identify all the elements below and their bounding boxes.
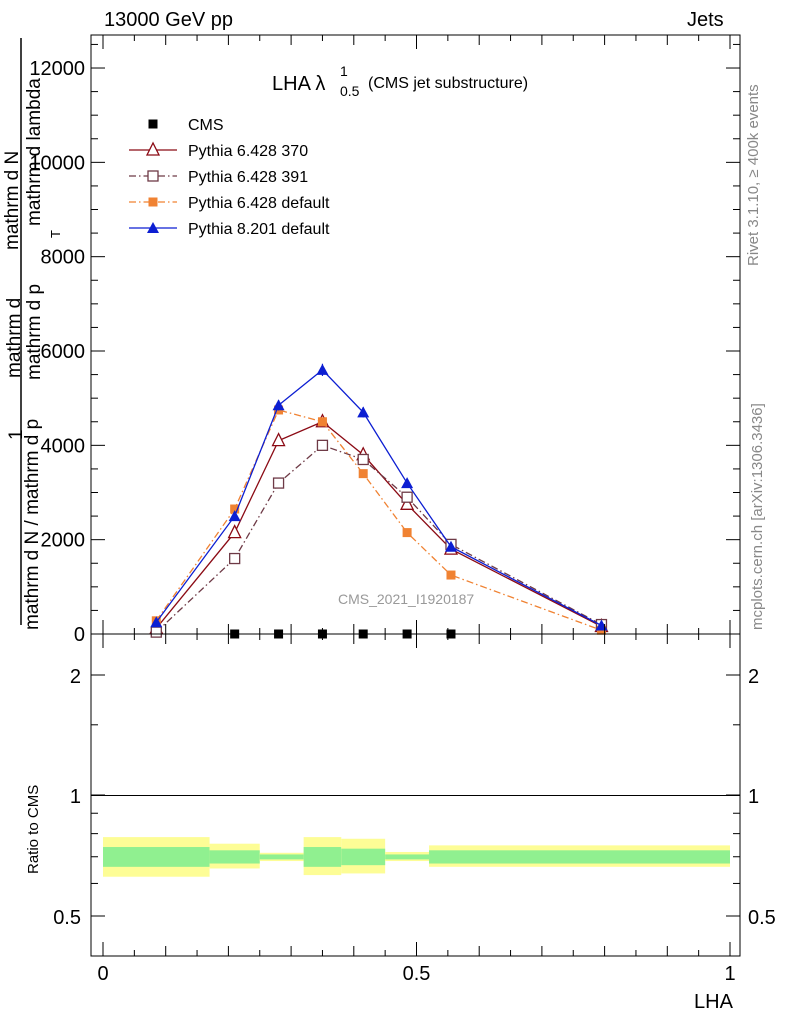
ratio-stat-band-2 [259,854,304,860]
ratio-stat-band-1 [209,850,260,864]
y-tick-label-1: 2000 [41,530,86,552]
data-point [316,439,329,451]
data-point [401,491,413,503]
data-point [400,495,415,510]
ratio-y-tick-label-right-0: 0.5 [748,907,776,929]
y-label-denominator: mathrm d p [24,284,45,380]
ratio-y-tick-label-0: 0.5 [53,907,81,929]
data-point [227,524,242,539]
legend-item-0: CMS [148,117,224,134]
legend-marker [148,119,158,129]
legend-item-1: Pythia 6.428 370 [129,141,308,160]
process-label: Jets [687,9,724,31]
chart-title-sup: 1 [340,63,348,79]
data-point [357,406,370,418]
y-label-lambda: mathrm d lambda [24,78,45,226]
ratio-y-tick-label-right-1: 1 [748,786,759,808]
data-point [316,363,329,375]
y-tick-label-6: 12000 [29,58,85,80]
legend-label: Pythia 6.428 370 [188,143,308,160]
y-tick-label-3: 6000 [41,341,86,363]
y-label-dN: mathrm d N [2,151,23,250]
series-line-4 [155,368,602,627]
energy-label: 13000 GeV pp [104,9,233,31]
data-point [401,477,414,489]
legend-item-4: Pythia 8.201 default [129,221,330,238]
data-point [272,399,285,411]
series-line-3 [155,409,602,631]
y-tick-label-2: 4000 [41,435,86,457]
legend-label: Pythia 8.201 default [188,221,330,238]
ratio-y-label: Ratio to CMS [25,785,42,874]
ratio-stat-band-5 [385,854,430,860]
y-label-pT-sub: T [48,230,63,238]
legend-label: Pythia 6.428 391 [188,169,308,186]
data-point [228,510,241,522]
ratio-y-tick-label-1: 1 [70,786,81,808]
data-point [230,504,240,514]
y-axis-label: mathrm d N / mathrm d p [22,419,43,630]
x-tick-label-0: 0 [97,963,108,985]
data-point [150,616,163,628]
chart-title: LHA λ [272,73,325,95]
legend-marker [147,222,159,233]
data-point [358,469,368,479]
ratio-y-tick-label-2: 2 [70,666,81,688]
y-label-one: 1 [6,429,27,440]
axes: 0 2000 4000 6000 8000 10000 12000 0 0.5 1 0.5 0.5 1 1… [29,35,776,985]
data-point [150,626,162,638]
y-label-numer-left: mathrm d [4,298,25,378]
ratio-y-tick-label-right-2: 2 [748,666,759,688]
x-tick-label-1: 0.5 [403,963,431,985]
data-point [317,417,327,427]
legend-label: Pythia 6.428 default [188,195,330,212]
data-point [402,528,412,538]
data-point [357,453,369,466]
legend-label: CMS [188,117,224,134]
data-point [272,477,285,489]
x-tick-label-2: 1 [724,963,735,985]
y-tick-label-4: 8000 [41,247,86,269]
ratio-stat-band-6 [429,850,730,864]
legend-marker [148,197,158,207]
data-point [271,432,286,447]
legend-marker [145,141,161,156]
ratio-bands [103,837,730,877]
legend-item-3: Pythia 6.428 default [129,195,330,212]
legend: CMS Pythia 6.428 370 Pythia 6.428 391 Pythi… [129,117,330,238]
chart-title-note: (CMS jet substructure) [368,75,528,92]
ratio-stat-band-4 [341,848,386,866]
y-tick-label-5: 10000 [29,152,85,174]
data-point [444,540,457,552]
ratio-stat-band-3 [303,847,342,867]
data-point [446,570,456,580]
legend-item-2: Pythia 6.428 391 [129,169,308,186]
chart-title-sub: 0.5 [340,83,360,99]
data-point [229,552,241,565]
series-line-1 [155,421,602,629]
y-tick-label-0: 0 [74,624,85,646]
legend-marker [147,170,159,182]
ratio-stat-band-0 [103,847,210,867]
analysis-watermark: CMS_2021_I1920187 [338,591,474,607]
x-axis-label: LHA [694,991,734,1013]
y-label-numerator-top: mathrm d N / mathrm d p [22,419,43,630]
